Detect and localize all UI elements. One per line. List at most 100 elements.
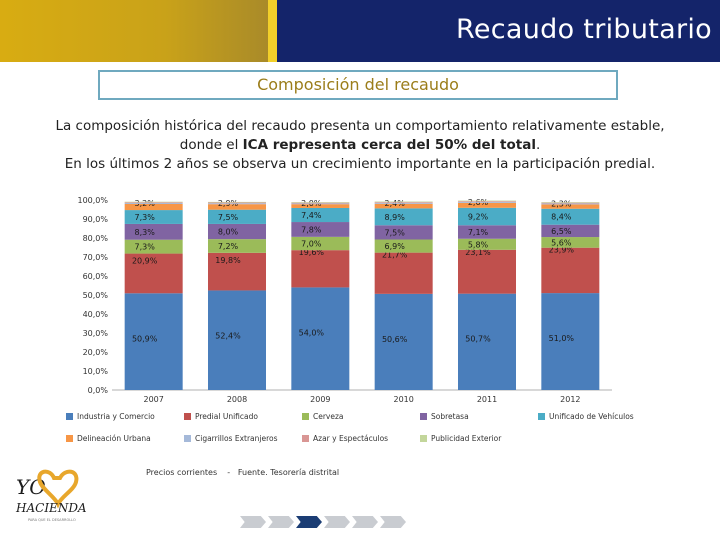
legend-label: Sobretasa — [431, 412, 469, 421]
bar-segment — [541, 224, 600, 238]
data-label: 23,1% — [465, 248, 491, 257]
legend-label: Cigarrillos Extranjeros — [195, 434, 278, 443]
bar-segment — [208, 201, 266, 203]
y-tick-label: 100,0% — [77, 196, 108, 205]
header-navy-band — [277, 0, 720, 62]
y-tick-label: 90,0% — [83, 215, 109, 224]
legend-label: Cerveza — [313, 412, 344, 421]
bar-segment — [458, 238, 516, 250]
data-label: 7,1% — [468, 228, 489, 237]
data-label: 7,2% — [218, 242, 239, 251]
data-label: 21,7% — [382, 251, 408, 260]
legend-item: Cigarrillos Extranjeros — [184, 434, 278, 443]
legend-item: Unificado de Vehículos — [538, 412, 634, 421]
chart-legend: Industria y Comercio Predial Unificado Cer… — [66, 412, 686, 452]
legend-item: Cerveza — [302, 412, 344, 421]
source-separator: - — [227, 468, 231, 477]
nav-arrow-3[interactable] — [296, 516, 322, 528]
y-tick-label: 50,0% — [83, 291, 109, 300]
x-tick-label: 2012 — [560, 395, 580, 404]
y-tick-label: 40,0% — [83, 310, 109, 319]
x-tick-label: 2008 — [227, 395, 247, 404]
y-tick-label: 30,0% — [83, 329, 109, 338]
data-label: 20,9% — [132, 257, 158, 266]
nav-arrow-5[interactable] — [352, 516, 378, 528]
bar-segment — [458, 201, 516, 203]
nav-arrow-2[interactable] — [268, 516, 294, 528]
data-label: 7,8% — [301, 225, 322, 234]
legend-item: Delineación Urbana — [66, 434, 151, 443]
legend-label: Unificado de Vehículos — [549, 412, 634, 421]
bar-segment — [541, 202, 600, 204]
header-banner: Recaudo tributario — [0, 0, 720, 62]
bar-segment — [124, 293, 183, 390]
data-label: 7,5% — [218, 213, 239, 222]
bar-segment — [458, 202, 516, 208]
bar-segment — [291, 222, 350, 237]
legend-swatch — [184, 413, 191, 420]
x-tick-label: 2009 — [310, 395, 330, 404]
legend-item: Sobretasa — [420, 412, 469, 421]
data-label: 54,0% — [299, 328, 325, 337]
data-label: 7,4% — [301, 211, 322, 220]
source-prices: Precios corrientes — [146, 468, 218, 477]
bar-segment — [208, 239, 266, 253]
source-note: Precios corrientes - Fuente. Tesorería d… — [146, 468, 339, 477]
bar-segment — [374, 252, 433, 294]
legend-label: Publicidad Exterior — [431, 434, 502, 443]
description-line-2: donde el ICA representa cerca del 50% de… — [10, 136, 710, 155]
x-tick-label: 2007 — [143, 395, 163, 404]
x-tick-label: 2011 — [477, 395, 497, 404]
svg-text:HACIENDA: HACIENDA — [15, 501, 87, 515]
section-subtitle: Composición del recaudo — [98, 70, 618, 100]
description-line-1: La composición histórica del recaudo pre… — [55, 118, 665, 134]
y-tick-label: 60,0% — [83, 272, 109, 281]
header-gold-band — [0, 0, 275, 62]
bar-segment — [208, 290, 266, 390]
bar-segment — [541, 202, 600, 203]
nav-arrow-6[interactable] — [380, 516, 406, 528]
bar-segment — [458, 225, 516, 239]
bar-segment — [124, 201, 183, 203]
data-label: 5,8% — [468, 240, 489, 249]
bar-segment — [458, 200, 516, 202]
y-tick-label: 80,0% — [83, 234, 109, 243]
bar-segment — [124, 203, 183, 204]
source-origin: Fuente. Tesorería distrital — [237, 468, 340, 477]
data-label: 19,8% — [215, 256, 241, 265]
data-label: 23,9% — [549, 246, 575, 255]
bar-segment — [208, 204, 266, 210]
bar-segment — [291, 250, 350, 288]
nav-arrow-1[interactable] — [240, 516, 266, 528]
slide-navigation[interactable] — [240, 516, 406, 528]
bar-segment — [374, 201, 433, 203]
legend-label: Industria y Comercio — [77, 412, 155, 421]
nav-arrow-4[interactable] — [324, 516, 350, 528]
bar-segment — [541, 237, 600, 248]
x-tick-label: 2010 — [393, 395, 413, 404]
bar-segment — [541, 293, 600, 390]
legend-swatch — [302, 435, 309, 442]
data-label: 8,0% — [218, 228, 239, 237]
legend-swatch — [184, 435, 191, 442]
bar-segment — [208, 203, 266, 205]
description-line-2-pre: donde el — [179, 137, 243, 153]
bar-segment — [124, 223, 183, 240]
data-label: 50,9% — [132, 334, 158, 343]
data-label: 6,9% — [385, 242, 406, 251]
bar-segment — [291, 287, 350, 390]
bar-segment — [374, 208, 433, 226]
legend-label: Predial Unificado — [195, 412, 258, 421]
bar-segment — [458, 249, 516, 294]
bar-segment — [374, 202, 433, 204]
bar-segment — [374, 203, 433, 209]
data-label: 7,3% — [135, 243, 156, 252]
bar-segment — [374, 202, 433, 203]
description-line-3: En los últimos 2 años se observa un crec… — [64, 156, 656, 172]
bar-segment — [374, 239, 433, 253]
bar-segment — [541, 247, 600, 294]
bar-segment — [374, 225, 433, 240]
data-label: 19,6% — [299, 248, 325, 257]
data-label: 50,7% — [465, 335, 491, 344]
legend-item: Predial Unificado — [184, 412, 258, 421]
